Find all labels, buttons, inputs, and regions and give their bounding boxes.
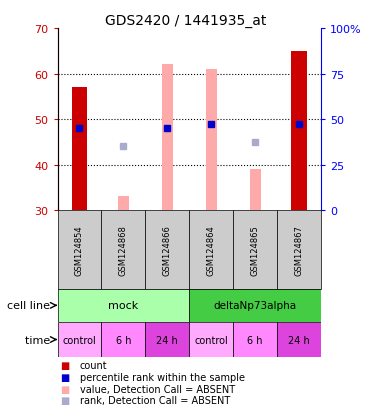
Text: GSM124854: GSM124854 — [75, 225, 84, 275]
Bar — [101, 211, 145, 289]
Text: 24 h: 24 h — [288, 335, 310, 345]
Bar — [233, 211, 277, 289]
Text: GDS2420 / 1441935_at: GDS2420 / 1441935_at — [105, 14, 266, 28]
Bar — [58, 211, 101, 289]
Bar — [58, 322, 101, 357]
Text: 24 h: 24 h — [157, 335, 178, 345]
Text: deltaNp73alpha: deltaNp73alpha — [213, 301, 297, 311]
Text: GSM124867: GSM124867 — [295, 225, 303, 275]
Text: GSM124864: GSM124864 — [207, 225, 216, 275]
Bar — [101, 322, 145, 357]
Text: 6 h: 6 h — [116, 335, 131, 345]
Text: ■: ■ — [60, 361, 69, 370]
Text: GSM124865: GSM124865 — [250, 225, 260, 275]
Text: cell line: cell line — [7, 301, 54, 311]
Bar — [189, 322, 233, 357]
Bar — [250, 170, 260, 211]
Bar — [189, 211, 233, 289]
Text: ■: ■ — [60, 384, 69, 394]
Bar — [277, 322, 321, 357]
Text: control: control — [63, 335, 96, 345]
Text: control: control — [194, 335, 228, 345]
Bar — [189, 289, 321, 322]
Text: GSM124866: GSM124866 — [163, 225, 172, 275]
Text: ■: ■ — [60, 372, 69, 382]
Bar — [145, 211, 189, 289]
Text: mock: mock — [108, 301, 138, 311]
Text: percentile rank within the sample: percentile rank within the sample — [80, 372, 245, 382]
Bar — [291, 52, 307, 211]
Text: 6 h: 6 h — [247, 335, 263, 345]
Bar — [206, 70, 217, 211]
Bar — [58, 289, 189, 322]
Bar — [118, 197, 129, 211]
Bar — [162, 65, 173, 211]
Bar — [145, 322, 189, 357]
Text: time: time — [25, 335, 54, 345]
Bar — [72, 88, 87, 211]
Text: rank, Detection Call = ABSENT: rank, Detection Call = ABSENT — [80, 395, 230, 405]
Text: ■: ■ — [60, 395, 69, 405]
Text: value, Detection Call = ABSENT: value, Detection Call = ABSENT — [80, 384, 235, 394]
Text: count: count — [80, 361, 107, 370]
Text: GSM124868: GSM124868 — [119, 225, 128, 275]
Bar — [233, 322, 277, 357]
Bar — [277, 211, 321, 289]
